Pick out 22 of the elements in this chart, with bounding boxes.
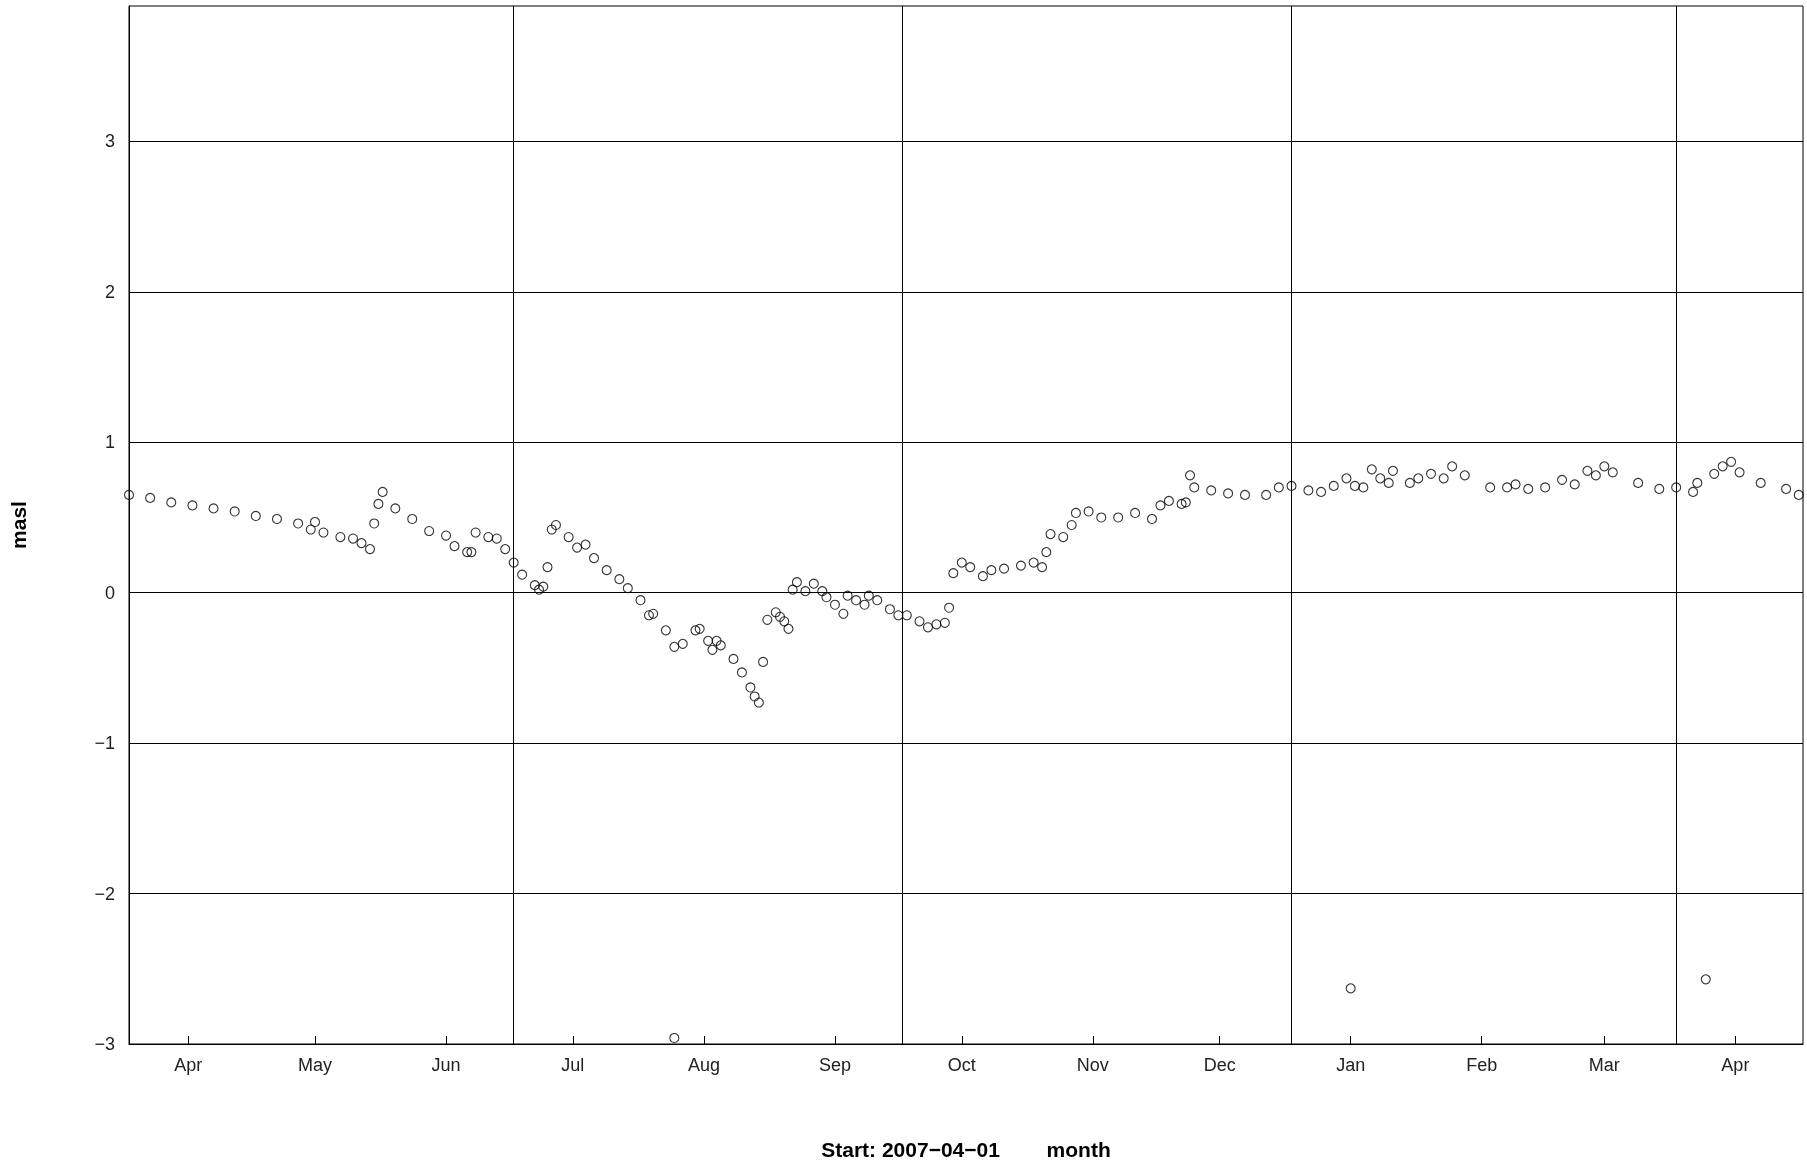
x-tick-label: Feb (1466, 1055, 1498, 1075)
y-tick-label: 2 (104, 281, 115, 302)
y-axis-title: masl (7, 501, 30, 549)
x-tick-label: Oct (947, 1055, 976, 1075)
y-tick-label: −2 (94, 883, 115, 904)
y-tick-label: −3 (94, 1034, 115, 1054)
y-tick-label: 0 (104, 582, 115, 603)
x-tick-label: Jun (431, 1055, 461, 1075)
x-tick-label: Jan (1336, 1055, 1366, 1075)
x-tick-label: May (297, 1055, 333, 1075)
x-tick-label: Apr (174, 1055, 203, 1075)
x-tick-label: Apr (1721, 1055, 1750, 1075)
x-tick-label: Mar (1588, 1055, 1620, 1075)
x-tick-label: Nov (1076, 1055, 1109, 1075)
y-tick-label: −1 (94, 733, 115, 754)
x-tick-label: Aug (687, 1055, 720, 1075)
x-tick-label: Jul (561, 1055, 585, 1075)
y-tick-label: 3 (104, 131, 115, 152)
y-tick-label: 1 (104, 432, 115, 453)
x-axis-title: Start: 2007−04−01 month (821, 1138, 1111, 1161)
x-tick-label: Sep (818, 1055, 851, 1075)
x-tick-label: Dec (1203, 1055, 1236, 1075)
